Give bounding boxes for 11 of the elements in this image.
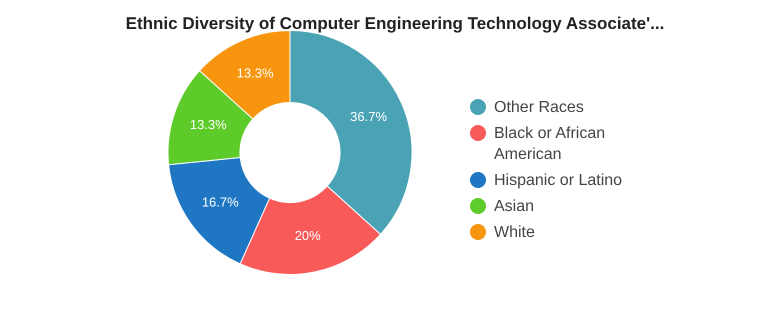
data-label: 13.3% (190, 117, 228, 132)
legend-label: Other Races (494, 98, 584, 118)
data-label: 16.7% (202, 194, 240, 210)
legend-label: Black or African American (494, 124, 606, 165)
legend-label: White (494, 223, 535, 243)
data-label: 20% (294, 228, 322, 244)
legend-label: Hispanic or Latino (494, 171, 622, 191)
data-label: 13.3% (236, 65, 274, 80)
legend-label: Asian (494, 197, 534, 217)
chart-title: Ethnic Diversity of Computer Engineering Technology Associate'... (124, 14, 666, 34)
data-label: 36.7% (350, 109, 388, 124)
